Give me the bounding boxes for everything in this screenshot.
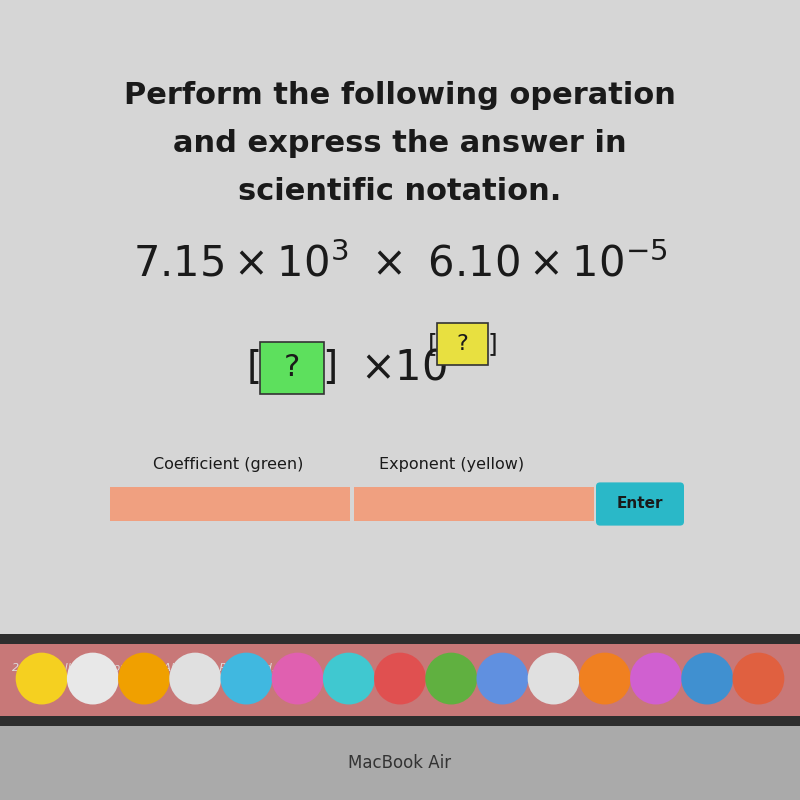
Text: ?: ?	[284, 354, 300, 382]
Text: Perform the following operation: Perform the following operation	[124, 82, 676, 110]
Text: ]: ]	[322, 349, 338, 387]
Circle shape	[170, 653, 221, 705]
Text: Exponent (yellow): Exponent (yellow)	[379, 457, 525, 471]
Text: Coefficient (green): Coefficient (green)	[153, 457, 303, 471]
Circle shape	[272, 653, 323, 705]
Circle shape	[221, 653, 272, 705]
FancyBboxPatch shape	[596, 482, 684, 526]
Text: $\times10$: $\times10$	[361, 347, 447, 389]
Text: ?: ?	[457, 334, 468, 354]
FancyBboxPatch shape	[110, 487, 350, 521]
FancyBboxPatch shape	[354, 487, 594, 521]
Bar	[0, 644, 800, 716]
Text: Enter: Enter	[617, 497, 663, 511]
Text: MacBook Air: MacBook Air	[349, 754, 451, 772]
Circle shape	[682, 653, 733, 705]
Text: ]: ]	[487, 332, 498, 356]
Circle shape	[733, 653, 784, 705]
Circle shape	[528, 653, 579, 705]
Text: 2022 Acellus Corporation.  All Rights Reserved.: 2022 Acellus Corporation. All Rights Res…	[12, 663, 275, 673]
Bar	[0, 726, 800, 800]
Circle shape	[323, 653, 374, 705]
Circle shape	[118, 653, 170, 705]
Text: scientific notation.: scientific notation.	[238, 178, 562, 206]
Text: $7.15\times10^{3}\ \times\ 6.10\times10^{-5}$: $7.15\times10^{3}\ \times\ 6.10\times10^…	[133, 242, 667, 286]
Circle shape	[374, 653, 426, 705]
Circle shape	[477, 653, 528, 705]
Bar	[0, 652, 800, 684]
FancyBboxPatch shape	[260, 342, 324, 394]
FancyBboxPatch shape	[437, 322, 487, 365]
Circle shape	[67, 653, 118, 705]
Text: and express the answer in: and express the answer in	[173, 130, 627, 158]
Circle shape	[426, 653, 477, 705]
Circle shape	[579, 653, 630, 705]
Text: [: [	[246, 349, 262, 387]
Circle shape	[630, 653, 682, 705]
Circle shape	[16, 653, 67, 705]
Bar	[0, 716, 800, 726]
Text: [: [	[427, 332, 438, 356]
Bar	[0, 634, 800, 644]
